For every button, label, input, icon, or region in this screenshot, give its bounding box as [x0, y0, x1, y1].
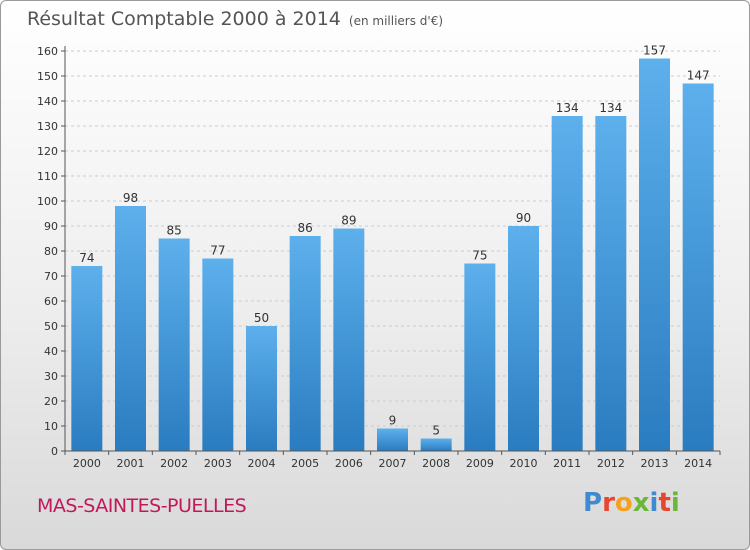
x-tick-label: 2010 — [510, 457, 538, 470]
y-tick-label: 40 — [44, 345, 58, 358]
data-label: 85 — [167, 224, 182, 238]
bar — [508, 226, 539, 451]
proxiti-logo: Proxiti — [583, 488, 680, 518]
y-tick-label: 0 — [51, 445, 58, 458]
y-tick-label: 80 — [44, 245, 58, 258]
data-label: 75 — [472, 249, 487, 263]
x-tick-label: 2009 — [466, 457, 494, 470]
x-tick-label: 2004 — [248, 457, 276, 470]
logo-letter: o — [614, 488, 633, 518]
bar — [551, 116, 583, 451]
bar — [595, 116, 627, 451]
y-tick-label: 150 — [37, 70, 58, 83]
x-tick-label: 2005 — [291, 457, 319, 470]
y-tick-label: 110 — [37, 170, 58, 183]
data-label: 9 — [389, 414, 397, 428]
x-tick-label: 2014 — [684, 457, 712, 470]
x-tick-label: 2000 — [73, 457, 101, 470]
x-tick-label: 2001 — [117, 457, 145, 470]
data-label: 50 — [254, 311, 269, 325]
logo-letter: r — [602, 488, 615, 518]
y-tick-label: 60 — [44, 295, 58, 308]
data-label: 74 — [79, 251, 94, 265]
bar — [71, 266, 103, 451]
unit-text: (en milliers d'€) — [348, 14, 444, 28]
town-name: MAS-SAINTES-PUELLES — [37, 495, 247, 517]
x-tick-label: 2012 — [597, 457, 625, 470]
y-tick-label: 20 — [44, 395, 58, 408]
x-tick-label: 2011 — [553, 457, 581, 470]
bar — [246, 326, 277, 451]
bar — [377, 428, 408, 451]
bar — [420, 438, 452, 451]
x-tick-label: 2007 — [379, 457, 407, 470]
data-label: 86 — [298, 221, 313, 235]
bar — [202, 258, 234, 451]
y-tick-label: 30 — [44, 370, 58, 383]
title-text: Résultat Comptable 2000 à 2014 — [27, 8, 341, 30]
data-label: 5 — [432, 424, 440, 438]
y-tick-label: 70 — [44, 270, 58, 283]
data-label: 147 — [687, 69, 710, 83]
data-label: 157 — [643, 44, 666, 58]
data-label: 134 — [556, 101, 579, 115]
data-label: 90 — [516, 211, 531, 225]
bar — [639, 58, 670, 451]
logo-letter: P — [583, 488, 603, 518]
logo-letter: x — [632, 488, 650, 518]
y-tick-label: 100 — [37, 195, 58, 208]
x-tick-label: 2008 — [422, 457, 450, 470]
y-tick-label: 120 — [37, 145, 58, 158]
logo-letter: t — [658, 488, 671, 518]
chart-title: Résultat Comptable 2000 à 2014 (en millie… — [27, 8, 443, 30]
bar — [289, 236, 321, 451]
data-label: 89 — [341, 214, 356, 228]
bar — [333, 228, 365, 451]
y-tick-label: 90 — [44, 220, 58, 233]
y-tick-label: 10 — [44, 420, 58, 433]
logo-letter: i — [649, 488, 659, 518]
y-tick-label: 160 — [37, 45, 58, 58]
data-label: 77 — [210, 244, 225, 258]
axes: 0 10 20 30 40 50 60 70 80 90 100 110 120 130 140 150 160… — [37, 45, 721, 470]
data-label: 134 — [599, 101, 622, 115]
y-tick-label: 50 — [44, 320, 58, 333]
bar — [115, 206, 146, 451]
bar — [682, 83, 714, 451]
x-tick-label: 2006 — [335, 457, 363, 470]
logo-letter: i — [670, 488, 680, 518]
x-tick-label: 2013 — [641, 457, 669, 470]
data-label: 98 — [123, 191, 138, 205]
y-tick-label: 140 — [37, 95, 58, 108]
y-tick-label: 130 — [37, 120, 58, 133]
bar — [464, 263, 496, 451]
x-tick-label: 2003 — [204, 457, 232, 470]
bar — [158, 238, 190, 451]
x-tick-label: 2002 — [160, 457, 188, 470]
bars: 74 98 85 77 50 86 89 9 5 75 90 134 134 157 147 — [71, 44, 714, 451]
